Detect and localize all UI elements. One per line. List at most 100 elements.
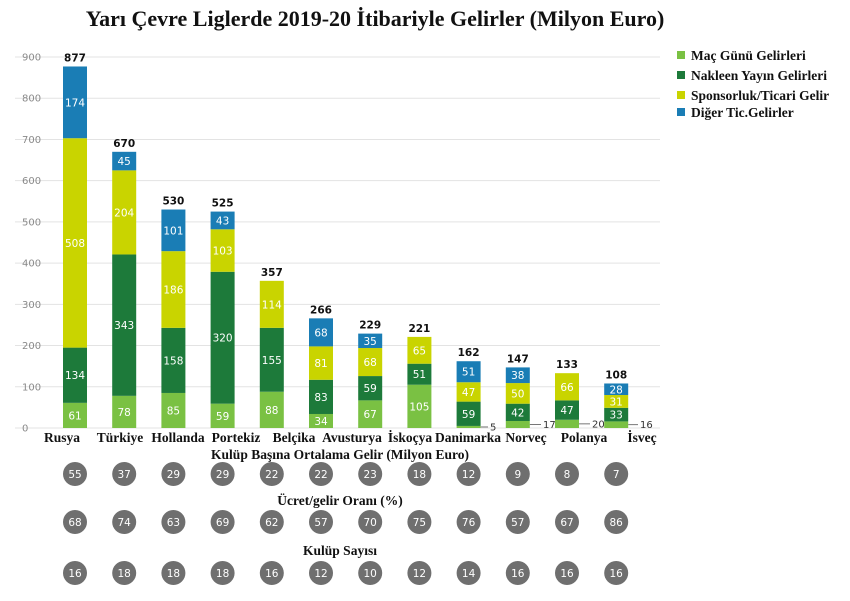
legend-swatch: [677, 108, 685, 116]
bar-segment: [505, 383, 530, 404]
value-circle: [407, 561, 432, 585]
total-label: 357: [261, 267, 283, 279]
y-tick-label: 0: [22, 424, 28, 435]
data-label: 59: [216, 411, 229, 423]
value-circle: [309, 561, 333, 585]
circle-value: 18: [118, 568, 131, 580]
data-label: 45: [118, 156, 131, 168]
bar-segment: [604, 383, 629, 396]
bar-segment: [358, 333, 383, 349]
data-label: 33: [610, 410, 623, 422]
category-label: Norveç: [505, 430, 546, 445]
value-circle: [210, 510, 235, 534]
total-label: 162: [458, 347, 480, 359]
circle-value: 16: [265, 568, 279, 580]
data-label: 68: [364, 357, 377, 369]
bar-segment: [112, 170, 137, 255]
data-label: 105: [409, 401, 429, 413]
circle-value: 70: [364, 517, 377, 529]
value-circle: [604, 462, 629, 486]
circle-value: 69: [216, 517, 229, 529]
data-label: 343: [114, 320, 134, 332]
value-circle: [161, 510, 186, 534]
value-circle: [259, 510, 284, 534]
value-circle: [456, 462, 481, 486]
data-label: 68: [314, 327, 327, 339]
value-circle: [63, 510, 87, 534]
circle-value: 16: [560, 568, 574, 580]
bar-segment: [505, 420, 530, 428]
value-circle: [309, 462, 333, 486]
y-tick-label: 700: [22, 135, 41, 146]
circle-value: 18: [216, 568, 229, 580]
data-label: 5: [490, 422, 496, 433]
data-label: 50: [511, 388, 524, 400]
category-label: Portekiz: [212, 430, 261, 445]
category-label: Rusya: [44, 430, 80, 445]
circle-value: 12: [314, 568, 327, 580]
value-circle: [505, 510, 530, 534]
data-label: 78: [118, 407, 131, 419]
circle-value: 37: [118, 469, 131, 481]
bar-segment: [259, 391, 284, 428]
bar-segment: [161, 251, 186, 328]
value-circle: [505, 462, 530, 486]
circle-value: 8: [564, 469, 571, 481]
circle-value: 12: [413, 568, 426, 580]
data-label: 51: [462, 367, 475, 379]
legend-swatch: [677, 91, 685, 99]
total-label: 530: [162, 196, 184, 208]
bar-segment: [112, 254, 137, 396]
circle-value: 63: [167, 517, 180, 529]
circle-value: 55: [68, 469, 81, 481]
total-label: 229: [359, 320, 381, 332]
data-label: 83: [314, 392, 327, 404]
circle-value: 67: [560, 517, 573, 529]
bar-segment: [456, 361, 481, 383]
data-label: 65: [413, 345, 426, 357]
total-label: 877: [64, 52, 86, 64]
total-label: 108: [605, 369, 627, 381]
value-circle: [407, 510, 432, 534]
y-tick-label: 500: [22, 217, 41, 228]
category-label: Polanya: [561, 430, 608, 445]
circle-value: 10: [364, 568, 377, 580]
value-circle: [358, 510, 383, 534]
bar-segment: [505, 367, 530, 384]
y-tick-label: 900: [22, 53, 41, 64]
value-circle: [161, 462, 186, 486]
category-label: Avusturya: [322, 430, 382, 445]
bar-segment: [407, 336, 432, 364]
bar-segment: [358, 400, 383, 428]
data-label: 508: [65, 238, 85, 250]
value-circle: [456, 561, 481, 585]
value-circle: [259, 462, 284, 486]
circle-value: 68: [68, 517, 81, 529]
data-label: 31: [610, 396, 623, 408]
category-label: Belçika: [273, 430, 316, 445]
bar-segment: [309, 346, 333, 380]
value-circle: [210, 561, 235, 585]
data-label: 20: [592, 419, 605, 430]
data-label: 81: [314, 358, 327, 370]
legend-label: Sponsorluk/Ticari Gelir: [691, 88, 829, 103]
category-label: İsveç: [627, 430, 656, 445]
total-label: 525: [212, 198, 234, 210]
data-label: 61: [68, 410, 81, 422]
data-label: 320: [213, 333, 233, 345]
bar-segment: [63, 402, 87, 428]
bar-segment: [456, 382, 481, 402]
y-tick-label: 800: [22, 94, 41, 105]
circle-value: 29: [167, 469, 180, 481]
y-tick-label: 100: [22, 382, 41, 393]
bar-segment: [161, 209, 186, 252]
value-circle: [604, 510, 629, 534]
bar-segment: [407, 363, 432, 385]
bar-segment: [604, 395, 629, 408]
legend-swatch: [677, 51, 685, 59]
row-title: Ücret/gelir Oranı (%): [277, 493, 402, 508]
bar-segment: [63, 138, 87, 348]
data-label: 16: [640, 420, 653, 431]
value-circle: [358, 462, 383, 486]
y-tick-label: 300: [22, 300, 41, 311]
